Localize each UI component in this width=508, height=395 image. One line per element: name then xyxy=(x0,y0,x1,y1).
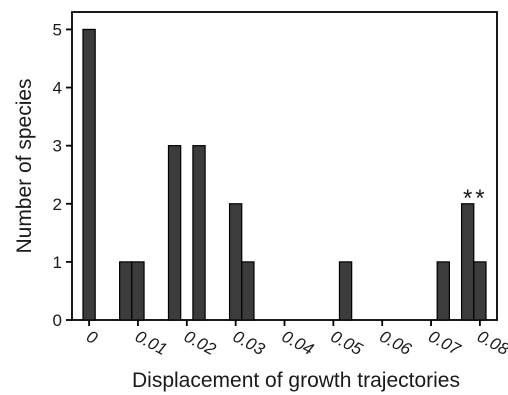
y-tick-label: 3 xyxy=(53,137,62,156)
y-tick-label: 4 xyxy=(53,79,62,98)
bar-3 xyxy=(167,145,182,321)
y-axis: 0 1 2 3 4 5 xyxy=(53,20,72,330)
y-tick-label: 5 xyxy=(53,20,62,39)
bar-5 xyxy=(228,203,243,321)
x-tick-label: 0.08 xyxy=(474,327,508,360)
bar-10 xyxy=(473,261,487,321)
asterisk-marker-0: * xyxy=(463,185,472,212)
bar-4 xyxy=(192,145,206,321)
bar-0 xyxy=(82,28,96,321)
x-tick-label: 0.06 xyxy=(376,327,415,360)
bar-6 xyxy=(241,261,255,321)
asterisk-marker-1: * xyxy=(475,185,484,212)
y-tick-label: 0 xyxy=(53,311,62,330)
x-tick-label: 0.02 xyxy=(181,327,220,360)
x-tick-label: 0 xyxy=(83,327,101,348)
annotations-layer: * * xyxy=(463,185,485,212)
x-axis-label: Displacement of growth trajectories xyxy=(132,369,460,392)
y-axis-label: Number of species xyxy=(13,78,36,253)
bar-7 xyxy=(338,261,353,321)
y-tick-label: 2 xyxy=(53,195,62,214)
bar-8 xyxy=(436,261,450,321)
bars-layer xyxy=(82,28,487,321)
bar-9 xyxy=(460,203,475,321)
y-tick-label: 1 xyxy=(53,253,62,272)
x-tick-label: 0.03 xyxy=(230,327,269,360)
x-tick-label: 0.05 xyxy=(328,327,367,360)
bar-1 xyxy=(119,261,133,321)
x-tick-label: 0.07 xyxy=(425,327,464,360)
x-axis: 0 0.01 0.02 0.03 0.04 0.05 0.06 0.07 0.08 xyxy=(83,320,508,359)
x-tick-label: 0.01 xyxy=(132,327,170,359)
bar-2 xyxy=(131,261,145,321)
x-tick-label: 0.04 xyxy=(279,327,317,359)
